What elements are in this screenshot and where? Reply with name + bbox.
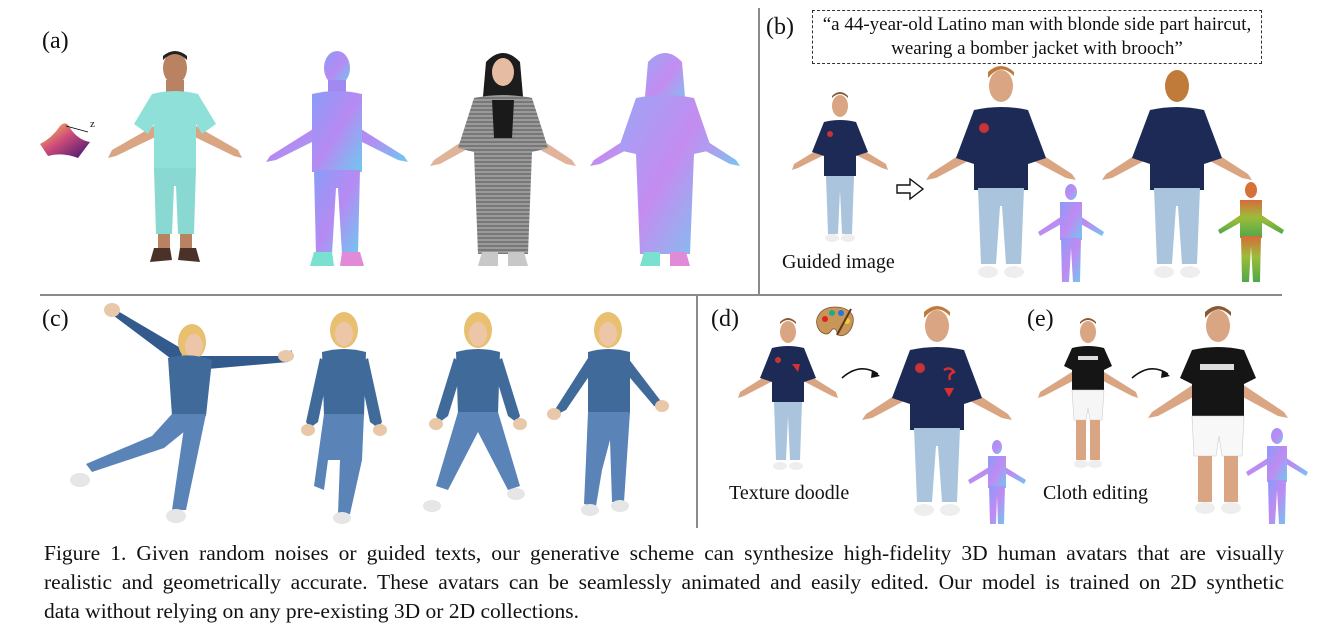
- arrow-right-icon: [896, 177, 925, 201]
- avatar-generated-front: [926, 66, 1076, 288]
- avatar-guided-image: [790, 92, 890, 250]
- axis-z-label: z: [90, 118, 95, 130]
- prompt-line-2: wearing a bomber jacket with brooch”: [891, 38, 1183, 59]
- cloth-editing-caption: Cloth editing: [1043, 482, 1148, 504]
- panel-label-d: (d): [711, 306, 739, 332]
- texture-doodle-caption: Texture doodle: [729, 482, 850, 504]
- text-prompt-box: “a 44-year-old Latino man with blonde si…: [812, 10, 1262, 64]
- avatar-woman-normal-map: [590, 48, 740, 276]
- divider-vertical-bottom: [696, 296, 698, 528]
- avatar-generated-normal-inset: [1036, 182, 1106, 288]
- noise-surface-icon: [38, 118, 98, 162]
- figure-caption-line-2: realistic and geometrically accurate. Th…: [44, 570, 1284, 594]
- avatar-animated-pose-jump: [56, 300, 296, 532]
- prompt-line-1: “a 44-year-old Latino man with blonde si…: [822, 14, 1252, 35]
- panel-label-e: (e): [1027, 306, 1054, 332]
- avatar-woman-dress: [428, 48, 578, 276]
- panel-label-a: (a): [42, 28, 69, 54]
- avatar-man-cyan: [100, 48, 250, 276]
- avatar-cloth-before: [1036, 318, 1140, 478]
- avatar-generated-back: [1102, 66, 1252, 288]
- figure-caption: Figure 1. Given random noises or guided …: [44, 539, 1284, 626]
- palette-icon: [815, 305, 855, 339]
- avatar-cloth-after: [1148, 306, 1288, 524]
- divider-horizontal: [40, 294, 1282, 296]
- avatar-texture-normal-inset: [966, 438, 1028, 528]
- panel-label-c: (c): [42, 306, 69, 332]
- avatar-animated-pose-stance: [418, 310, 538, 530]
- curved-arrow-icon: [840, 362, 882, 384]
- divider-vertical-top: [758, 8, 760, 294]
- avatar-texture-after: [862, 306, 1012, 524]
- panel-label-b: (b): [766, 14, 794, 40]
- figure-caption-line-3: data without relying on any pre-existing…: [44, 599, 579, 623]
- guided-image-caption: Guided image: [782, 251, 895, 273]
- avatar-animated-pose-walk: [542, 310, 672, 530]
- figure-caption-line-1: Figure 1. Given random noises or guided …: [44, 541, 1284, 565]
- avatar-texture-before: [736, 318, 840, 478]
- curved-arrow-icon-2: [1130, 362, 1172, 384]
- avatar-generated-geometry-inset: [1216, 180, 1286, 288]
- avatar-animated-pose-knee: [294, 310, 394, 530]
- avatar-cloth-normal-inset: [1244, 426, 1310, 528]
- avatar-man-normal-map: [262, 48, 412, 276]
